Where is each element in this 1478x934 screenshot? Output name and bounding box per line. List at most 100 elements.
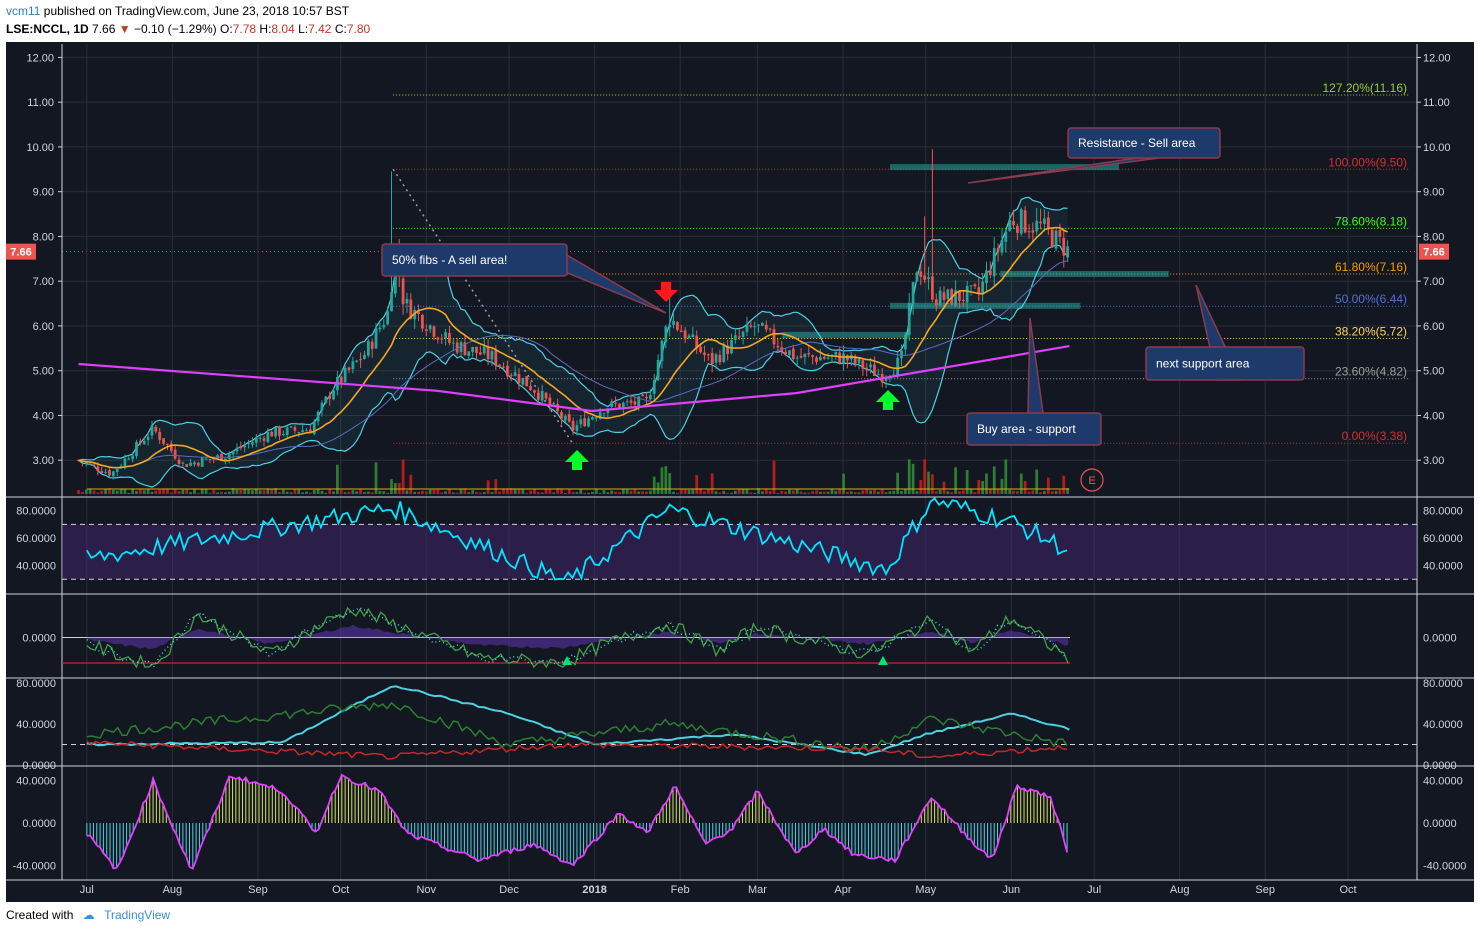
callout-resistance-box bbox=[1067, 127, 1221, 159]
volume-bar bbox=[942, 481, 946, 494]
volume-bar bbox=[563, 492, 567, 494]
price-tick-label-right: 8.00 bbox=[1423, 231, 1444, 243]
volume-bar bbox=[162, 489, 165, 494]
candle-body bbox=[386, 311, 390, 325]
time-tick-label: Aug bbox=[163, 884, 183, 896]
minus-di-line bbox=[86, 740, 1068, 760]
volume-bar bbox=[919, 479, 923, 494]
candle-body bbox=[181, 462, 185, 464]
volume-bar bbox=[776, 492, 780, 494]
volume-bar bbox=[591, 491, 594, 494]
tradingview-brand[interactable]: TradingView bbox=[104, 908, 171, 922]
candle-body bbox=[455, 342, 459, 353]
candle-body bbox=[815, 357, 818, 362]
support-resistance-zones[interactable] bbox=[782, 164, 1169, 338]
volume-bar bbox=[722, 490, 726, 494]
candle-body bbox=[521, 377, 525, 385]
volume-bar bbox=[544, 489, 548, 494]
volume-bar bbox=[965, 470, 969, 494]
volume-bar bbox=[1004, 459, 1008, 494]
candle-body bbox=[278, 426, 281, 436]
volume-bar bbox=[123, 489, 127, 494]
callout-fibs50[interactable]: 50% fibs - A sell area! bbox=[381, 243, 667, 314]
candle-body bbox=[625, 401, 629, 403]
candle-body bbox=[865, 367, 869, 369]
volume-bar bbox=[355, 491, 359, 494]
candle-body bbox=[169, 443, 173, 451]
volume-bar bbox=[1046, 477, 1050, 494]
candle-body bbox=[660, 340, 664, 362]
volume-bar bbox=[247, 489, 250, 494]
volume-bar bbox=[958, 491, 961, 494]
volume-bar bbox=[969, 488, 973, 494]
volume-bar bbox=[961, 490, 965, 494]
resistance-zone bbox=[889, 164, 1119, 171]
volume-bar bbox=[818, 491, 822, 494]
candle-body bbox=[896, 357, 900, 377]
publisher-name[interactable]: vcm11 bbox=[6, 4, 41, 18]
volume-bar bbox=[745, 488, 749, 494]
volume-bar bbox=[92, 490, 96, 494]
callout-buy-area[interactable]: Buy area - support bbox=[966, 317, 1102, 446]
last-price-badge-right bbox=[1419, 243, 1449, 260]
fibonacci-retracement[interactable]: 127.20%(11.16) 100.00%(9.50) 78.60%(8.18) 6… bbox=[392, 81, 1410, 444]
candle-body bbox=[961, 299, 965, 301]
volume-bar bbox=[208, 492, 212, 494]
candle-body bbox=[274, 427, 277, 437]
bollinger-upper bbox=[78, 196, 1068, 461]
volume-bar bbox=[223, 492, 227, 494]
rsi-band bbox=[62, 524, 1417, 580]
candle-body bbox=[413, 309, 417, 320]
volume-bar bbox=[726, 492, 730, 494]
candle-body bbox=[1039, 221, 1042, 224]
volume-bar bbox=[173, 488, 177, 494]
candle-body bbox=[784, 351, 787, 354]
symbol-info: LSE:NCCL, 1D 7.66 ▼ −0.10 (−1.29%) O:7.7… bbox=[6, 22, 370, 36]
volume-bar bbox=[652, 476, 656, 494]
callout-next-support[interactable]: next support area bbox=[1145, 284, 1305, 381]
candle-body bbox=[1031, 230, 1035, 233]
volume-bar bbox=[552, 492, 556, 494]
candle-body bbox=[173, 449, 177, 459]
candle-body bbox=[610, 401, 614, 407]
price-tick-label-left: 4.00 bbox=[33, 410, 54, 422]
volume-bar bbox=[753, 492, 757, 494]
volume-bar bbox=[660, 467, 664, 494]
candle-body bbox=[803, 353, 807, 358]
volume-bar bbox=[695, 475, 699, 494]
volume-bar bbox=[706, 489, 710, 494]
candle-body bbox=[247, 443, 250, 445]
candle-body bbox=[401, 278, 405, 305]
fib-label: 100.00%(9.50) bbox=[1328, 155, 1407, 169]
volume-bar bbox=[1019, 473, 1023, 494]
candle-body bbox=[119, 465, 123, 468]
tradingview-logo-icon[interactable]: ☁ bbox=[82, 908, 95, 922]
candle-body bbox=[969, 285, 973, 287]
candle-body bbox=[448, 333, 451, 344]
rsi-line bbox=[86, 497, 1068, 581]
stoch-tick-left: 0.0000 bbox=[22, 633, 56, 645]
volume-bar bbox=[938, 489, 942, 494]
buy-arrow-icon-2 bbox=[876, 390, 900, 410]
volume-bar bbox=[772, 460, 776, 494]
candle-body bbox=[390, 292, 393, 312]
callout-next-support-text: next support area bbox=[1156, 357, 1250, 371]
volume-bar bbox=[629, 490, 633, 494]
callout-resistance[interactable]: Resistance - Sell area bbox=[967, 127, 1221, 184]
annotations[interactable]: Resistance - Sell area next support area B… bbox=[381, 127, 1305, 492]
time-tick-label: Nov bbox=[416, 884, 436, 896]
candle-body bbox=[648, 395, 652, 400]
volume-bar bbox=[788, 489, 791, 494]
volume-bar bbox=[227, 491, 231, 494]
candle-body bbox=[540, 391, 544, 401]
candle-body bbox=[258, 437, 262, 439]
candle-body bbox=[536, 392, 540, 400]
volume-bar bbox=[996, 489, 1000, 494]
candle-body bbox=[138, 440, 142, 444]
volume-bar bbox=[799, 491, 803, 494]
candle-body bbox=[498, 364, 502, 366]
volume-bar bbox=[297, 488, 301, 494]
price-tick-label-left: 3.00 bbox=[33, 455, 54, 467]
high-value: 8.04 bbox=[271, 22, 295, 36]
